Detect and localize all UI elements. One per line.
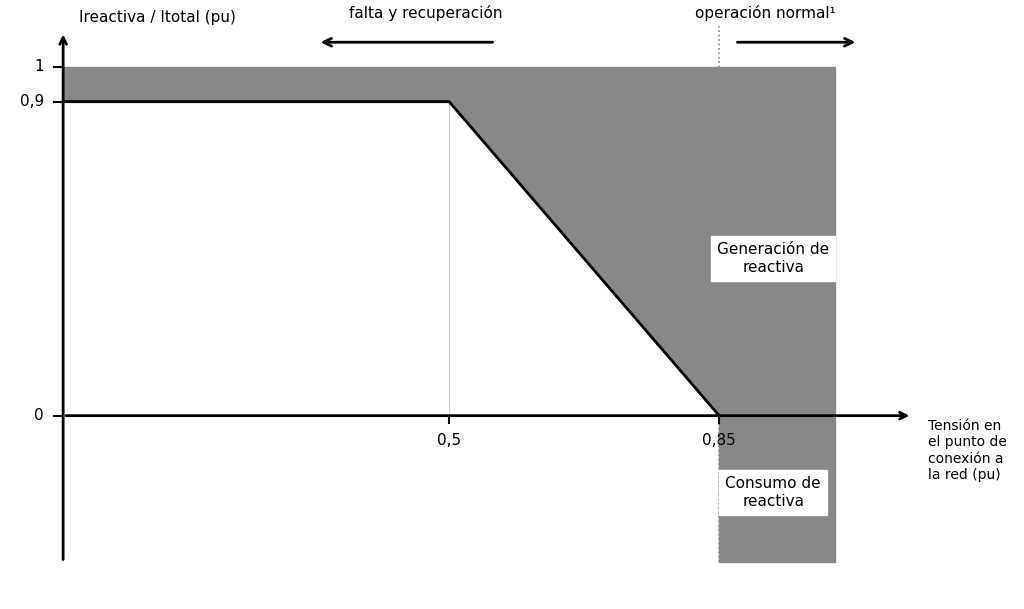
Text: Consumo de
reactiva: Consumo de reactiva bbox=[725, 476, 821, 509]
Text: Tensión en
el punto de
conexión a
la red (pu): Tensión en el punto de conexión a la red… bbox=[928, 419, 1007, 482]
Text: operación normal¹: operación normal¹ bbox=[695, 5, 836, 21]
Text: Generación de
reactiva: Generación de reactiva bbox=[717, 242, 829, 275]
Text: Ireactiva / Itotal (pu): Ireactiva / Itotal (pu) bbox=[79, 10, 236, 25]
Text: 0,85: 0,85 bbox=[702, 433, 736, 448]
Polygon shape bbox=[63, 66, 835, 102]
Polygon shape bbox=[719, 416, 835, 562]
Text: falta y recuperación: falta y recuperación bbox=[349, 5, 503, 21]
Polygon shape bbox=[450, 102, 835, 416]
Text: 0,9: 0,9 bbox=[19, 94, 44, 109]
Text: 1: 1 bbox=[34, 59, 44, 74]
Text: 0: 0 bbox=[34, 408, 44, 423]
Text: 0,5: 0,5 bbox=[437, 433, 461, 448]
